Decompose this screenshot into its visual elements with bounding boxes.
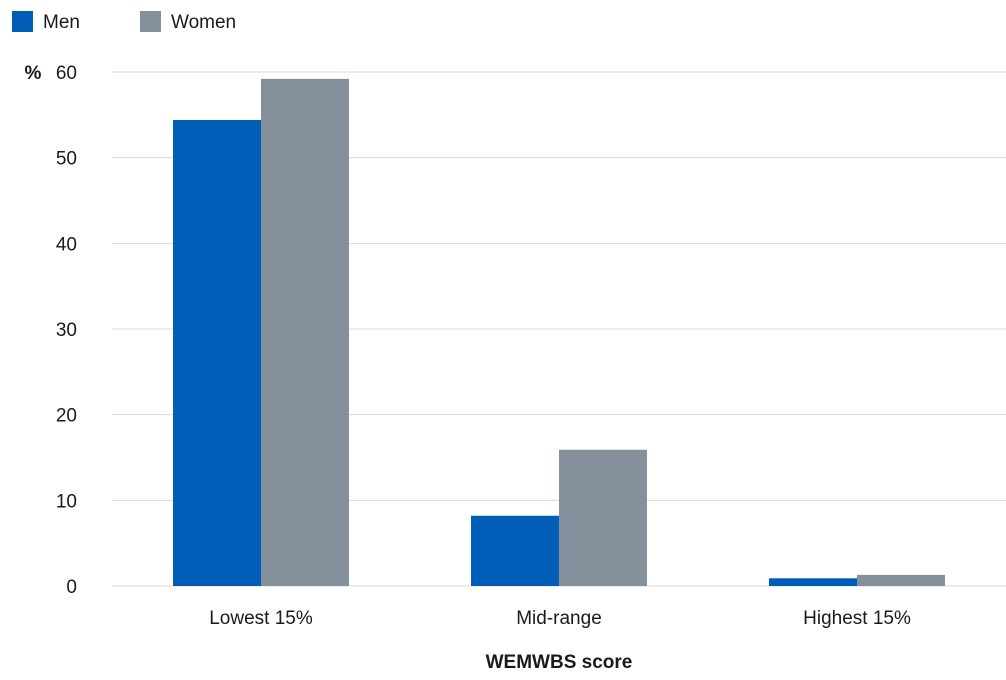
bar-women xyxy=(559,449,647,586)
bar-men xyxy=(769,578,857,586)
legend-label-men: Men xyxy=(43,12,80,33)
bar-men xyxy=(471,515,559,586)
x-axis-title: WEMWBS score xyxy=(486,652,633,673)
x-tick-label: Mid-range xyxy=(516,608,602,629)
legend-label-women: Women xyxy=(171,12,236,33)
bars xyxy=(173,78,945,587)
bar-women xyxy=(857,574,945,586)
bar-women xyxy=(261,78,349,586)
legend-swatch-women xyxy=(140,11,161,32)
y-tick-label: 30 xyxy=(56,320,77,341)
legend-swatch-men xyxy=(12,11,33,32)
y-axis-unit-label: % xyxy=(25,63,42,84)
y-tick-label: 40 xyxy=(56,234,77,255)
x-tick-label: Highest 15% xyxy=(803,608,911,629)
y-tick-label: 0 xyxy=(66,577,77,598)
bar-men xyxy=(173,119,261,587)
y-axis: 0 10 20 30 40 50 60% xyxy=(25,63,77,598)
y-tick-label: 60 xyxy=(56,63,77,84)
y-tick-label: 10 xyxy=(56,491,77,512)
x-tick-label: Lowest 15% xyxy=(209,608,313,629)
legend: Men Women xyxy=(12,11,236,33)
x-axis: Lowest 15% Mid-range Highest 15% WEMWBS sco… xyxy=(209,608,911,673)
y-tick-label: 50 xyxy=(56,149,77,170)
y-tick-label: 20 xyxy=(56,406,77,427)
